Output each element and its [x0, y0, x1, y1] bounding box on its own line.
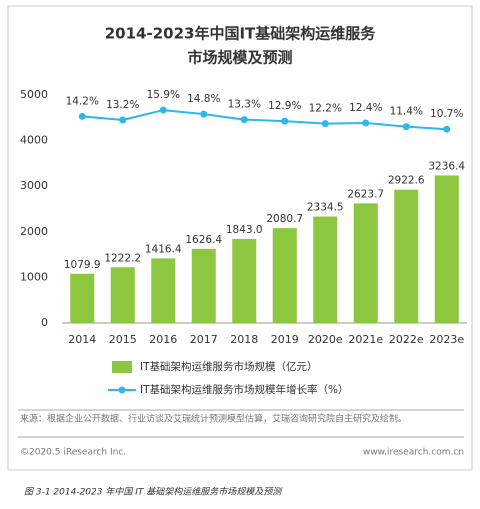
point: [78, 112, 86, 120]
x-tick-label: 2018: [230, 333, 258, 346]
point: [443, 125, 451, 133]
bar: [313, 216, 338, 323]
legend-label: IT基础架构运维服务市场规模（亿元）: [140, 360, 318, 373]
value-label: 2334.5: [307, 202, 344, 214]
bar: [394, 189, 419, 323]
value-label: 12.2%: [309, 103, 342, 115]
chart-title: 2014-2023年中国IT基础架构运维服务: [105, 25, 377, 43]
y-tick-label: 4000: [20, 134, 48, 147]
value-label: 1079.9: [64, 259, 101, 271]
point: [321, 120, 329, 128]
bar: [434, 175, 459, 323]
caption: 图 3-1 2014-2023 年中国 IT 基础架构运维服务市场规模及预测: [24, 487, 283, 498]
bar: [70, 273, 95, 323]
y-tick-label: 2000: [20, 225, 48, 238]
x-tick-label: 2020e: [308, 333, 343, 346]
value-label: 2922.6: [388, 175, 425, 187]
point: [159, 106, 167, 114]
line: [82, 109, 447, 131]
copyright: ©2020.5 iResearch Inc.: [20, 448, 126, 458]
x-tick-label: 2014: [68, 333, 96, 346]
value-label: 3236.4: [428, 160, 465, 172]
x-tick-label: 2016: [149, 333, 177, 346]
chart-title: 市场规模及预测: [187, 49, 292, 67]
value-label: 2080.7: [266, 213, 303, 225]
bar: [272, 228, 297, 323]
point: [119, 116, 127, 124]
point: [402, 123, 410, 131]
bar: [110, 267, 135, 323]
value-label: 13.3%: [228, 99, 261, 111]
legend-label: IT基础架构运维服务市场规模年增长率（%）: [140, 383, 349, 396]
value-label: 15.9%: [147, 89, 180, 101]
value-label: 1843.0: [226, 224, 263, 236]
point: [281, 117, 289, 125]
legend-swatch: [112, 361, 132, 373]
bar: [191, 248, 216, 323]
value-label: 14.2%: [66, 95, 99, 107]
bar: [232, 238, 257, 323]
point: [362, 119, 370, 127]
value-label: 1222.2: [104, 252, 141, 264]
bar: [151, 258, 176, 323]
value-label: 1626.4: [185, 234, 222, 246]
value-label: 11.4%: [390, 106, 423, 118]
y-tick-label: 0: [41, 316, 48, 329]
point: [240, 116, 248, 124]
x-tick-label: 2019: [271, 333, 299, 346]
x-tick-label: 2015: [109, 333, 137, 346]
x-tick-label: 2022e: [389, 333, 424, 346]
x-tick-label: 2023e: [429, 333, 464, 346]
website: www.iresearch.com.cn: [363, 448, 464, 458]
legend-swatch: [118, 386, 126, 394]
value-label: 1416.4: [145, 243, 182, 255]
y-tick-label: 1000: [20, 270, 48, 283]
source-note: 来源：根据企业公开数据、行业访谈及艾瑞统计预测模型估算，艾瑞咨询研究院自主研究及…: [20, 413, 407, 425]
y-tick-label: 5000: [20, 88, 48, 101]
value-label: 12.4%: [349, 102, 382, 114]
y-tick-label: 3000: [20, 179, 48, 192]
value-label: 13.2%: [106, 99, 139, 111]
x-tick-label: 2021e: [348, 333, 383, 346]
value-label: 14.8%: [187, 93, 220, 105]
point: [200, 110, 208, 118]
x-tick-label: 2017: [190, 333, 218, 346]
bar: [353, 203, 378, 323]
value-label: 10.7%: [430, 108, 463, 120]
value-label: 12.9%: [268, 100, 301, 112]
value-label: 2623.7: [347, 188, 384, 200]
